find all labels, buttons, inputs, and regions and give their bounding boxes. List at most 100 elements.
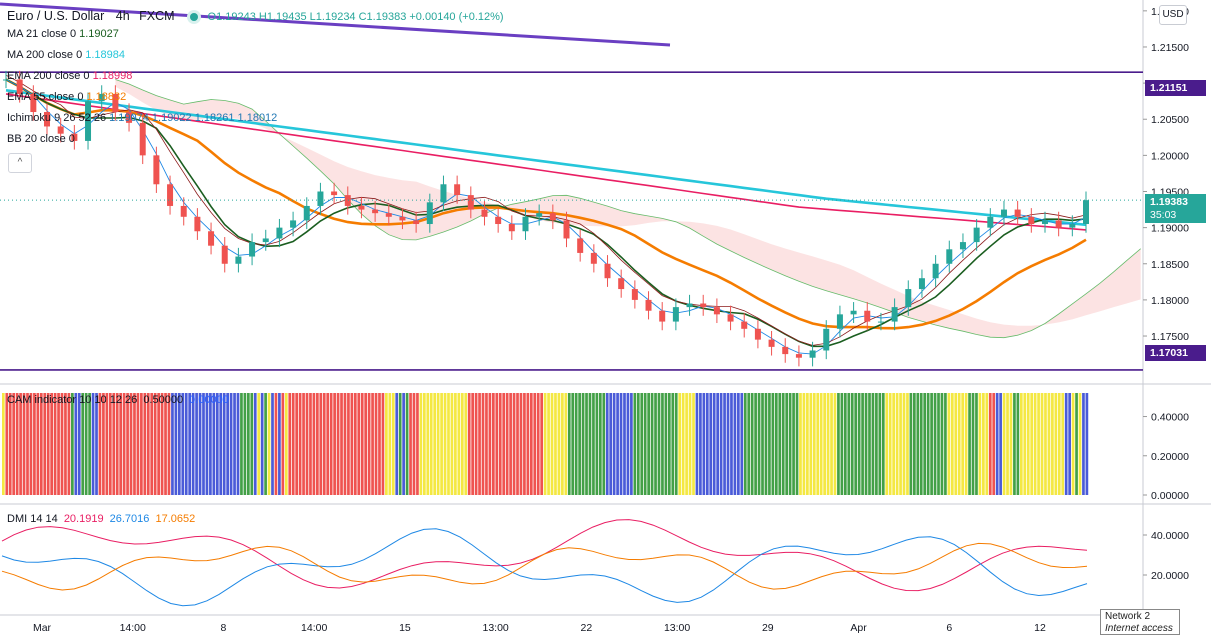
- cam-bar: [440, 393, 443, 495]
- time-tick-label: Apr: [850, 622, 867, 634]
- candle-body: [782, 346, 789, 355]
- indicator-value: 1.18984: [85, 49, 125, 61]
- candle-body: [426, 202, 433, 225]
- candle-body: [508, 224, 515, 232]
- cam-bar: [709, 393, 713, 495]
- cam-bar: [726, 393, 730, 495]
- cam-bar: [495, 393, 499, 495]
- cam-bar: [67, 393, 71, 495]
- cam-tick-label: 0.00000: [1151, 490, 1189, 502]
- cam-bar: [505, 393, 509, 495]
- candle-body: [932, 263, 939, 279]
- cam-bar: [112, 393, 116, 495]
- cam-bar: [260, 393, 264, 495]
- cam-bar: [643, 393, 647, 495]
- cam-bar: [747, 393, 751, 495]
- indicator-label: Ichimoku 9 26 52 26: [7, 112, 107, 124]
- cam-bar: [809, 393, 813, 495]
- collapse-legend-button[interactable]: ^: [8, 153, 32, 173]
- cam-bar: [233, 393, 236, 495]
- cam-bar: [1078, 393, 1082, 495]
- cam-bar: [136, 393, 140, 495]
- price-tick-label: 1.21500: [1151, 42, 1189, 54]
- cam-bar: [516, 393, 519, 495]
- cam-bar: [12, 393, 16, 495]
- cam-bar: [712, 393, 716, 495]
- cam-bar: [564, 393, 568, 495]
- cam-bar: [812, 393, 816, 495]
- indicator-value: 1.18832: [86, 91, 127, 103]
- cam-bar: [1051, 393, 1054, 495]
- cam-bar: [22, 393, 26, 495]
- indicator-legend: MA 200 close 0 1.18984: [7, 49, 125, 61]
- cam-tick-label: 0.40000: [1151, 412, 1189, 424]
- cam-bar: [329, 393, 333, 495]
- indicator-legend: BB 20 close 0: [7, 133, 78, 145]
- cam-bar: [523, 393, 526, 495]
- dmi-adx: 17.0652: [155, 513, 196, 525]
- cam-bar: [992, 393, 996, 495]
- adx-line: [1, 542, 1088, 591]
- ichimoku-span-a: [115, 79, 1141, 339]
- cam-bar: [937, 393, 940, 495]
- candle-body: [809, 350, 816, 358]
- cam-bar: [398, 393, 402, 495]
- cam-bar: [926, 393, 930, 495]
- cam-bar: [219, 393, 223, 495]
- cam-bar: [737, 393, 740, 495]
- cam-legend: CAM indicator 10 10 12 26 0.50000 0.0000…: [7, 394, 229, 406]
- cam-bar: [982, 393, 985, 495]
- cam-bar: [198, 393, 202, 495]
- cam-bar: [605, 393, 609, 495]
- cam-bar: [671, 393, 675, 495]
- cam-bar: [129, 393, 133, 495]
- cam-bar: [668, 393, 671, 495]
- tenkan-line: [5, 79, 1087, 355]
- indicator-legend: EMA 200 close 0 1.18998: [7, 70, 132, 82]
- cam-bar: [319, 393, 323, 495]
- dmi-label: DMI 14 14: [7, 513, 58, 525]
- dmi-minus-line: [1, 528, 1088, 607]
- cam-bar: [654, 393, 657, 495]
- symbol-header: Euro / U.S. Dollar 4h FXCM O1.19243 H1.1…: [7, 9, 504, 23]
- cam-bar: [685, 393, 688, 495]
- cam-bar: [360, 393, 364, 495]
- cam-bar: [616, 393, 619, 495]
- cam-bar: [412, 393, 416, 495]
- cam-bar: [764, 393, 768, 495]
- candle-body: [563, 220, 570, 239]
- ohlc-values: O1.19243 H1.19435 L1.19234 C1.19383 +0.0…: [207, 11, 504, 23]
- cam-bar: [2, 393, 5, 495]
- cam-bar: [730, 393, 733, 495]
- cam-bar: [402, 393, 405, 495]
- cam-bar: [478, 393, 481, 495]
- cam-bar: [999, 393, 1002, 495]
- cam-bar: [464, 393, 468, 495]
- candle-body: [836, 314, 843, 329]
- cam-bar: [405, 393, 409, 495]
- cam-bar: [705, 393, 709, 495]
- cam-bar: [1057, 393, 1061, 495]
- price-tick-label: 1.20500: [1151, 114, 1189, 126]
- source-label: FXCM: [139, 9, 175, 23]
- cam-bar: [661, 393, 664, 495]
- cam-bar: [757, 393, 761, 495]
- cam-bar: [281, 393, 285, 495]
- cam-bar: [1013, 393, 1016, 495]
- candle-body: [481, 209, 488, 217]
- cam-bar: [916, 393, 920, 495]
- cam-bar: [33, 393, 36, 495]
- cam-bar: [716, 393, 719, 495]
- cam-bar: [5, 393, 9, 495]
- cam-bar: [385, 393, 388, 495]
- cam-bar: [481, 393, 485, 495]
- currency-button[interactable]: USD: [1159, 5, 1187, 25]
- time-tick-label: 14:00: [301, 622, 327, 634]
- cam-label: CAM indicator 10 10 12 26: [7, 394, 138, 406]
- cam-bar: [826, 393, 830, 495]
- cam-bar: [1044, 393, 1047, 495]
- cam-bar: [357, 393, 361, 495]
- candle-body: [618, 278, 625, 290]
- cam-bar: [995, 393, 999, 495]
